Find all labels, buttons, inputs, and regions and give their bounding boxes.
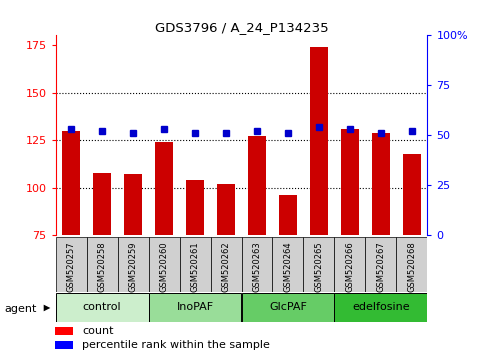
Text: GSM520260: GSM520260	[159, 241, 169, 292]
Bar	[86, 237, 117, 292]
Text: edelfosine: edelfosine	[352, 302, 410, 313]
Text: GSM520266: GSM520266	[345, 241, 355, 292]
Text: control: control	[83, 302, 121, 313]
Text: GSM520261: GSM520261	[190, 241, 199, 292]
Bar	[93, 172, 112, 235]
Bar	[242, 237, 272, 292]
Bar	[272, 237, 303, 292]
Bar	[149, 293, 242, 322]
Text: agent: agent	[5, 304, 37, 314]
Text: InoPAF: InoPAF	[176, 302, 213, 313]
Title: GDS3796 / A_24_P134235: GDS3796 / A_24_P134235	[155, 21, 328, 34]
Text: percentile rank within the sample: percentile rank within the sample	[82, 340, 270, 350]
Bar	[303, 237, 334, 292]
Bar	[341, 129, 359, 235]
Bar	[56, 293, 149, 322]
Text: count: count	[82, 326, 114, 336]
Bar	[242, 293, 334, 322]
Text: GSM520264: GSM520264	[284, 241, 293, 292]
Text: GSM520257: GSM520257	[67, 241, 75, 292]
Bar	[366, 237, 397, 292]
Bar	[248, 136, 266, 235]
Bar	[372, 132, 390, 235]
Bar	[310, 47, 328, 235]
Bar	[124, 175, 142, 235]
Text: GSM520263: GSM520263	[253, 241, 261, 292]
Bar	[217, 184, 235, 235]
Bar	[55, 327, 73, 335]
Bar	[155, 142, 173, 235]
Bar	[403, 154, 421, 235]
Bar	[279, 195, 297, 235]
Text: GlcPAF: GlcPAF	[269, 302, 307, 313]
Text: GSM520259: GSM520259	[128, 241, 138, 292]
Bar	[117, 237, 149, 292]
Bar	[186, 180, 204, 235]
Bar	[180, 237, 211, 292]
Text: GSM520268: GSM520268	[408, 241, 416, 292]
Text: GSM520267: GSM520267	[376, 241, 385, 292]
Text: GSM520265: GSM520265	[314, 241, 324, 292]
Bar	[211, 237, 242, 292]
Bar	[62, 131, 80, 235]
Bar	[149, 237, 180, 292]
Bar	[334, 293, 427, 322]
Bar	[397, 237, 427, 292]
Bar	[334, 237, 366, 292]
Text: GSM520262: GSM520262	[222, 241, 230, 292]
Text: GSM520258: GSM520258	[98, 241, 107, 292]
Bar	[56, 237, 86, 292]
Bar	[55, 341, 73, 349]
